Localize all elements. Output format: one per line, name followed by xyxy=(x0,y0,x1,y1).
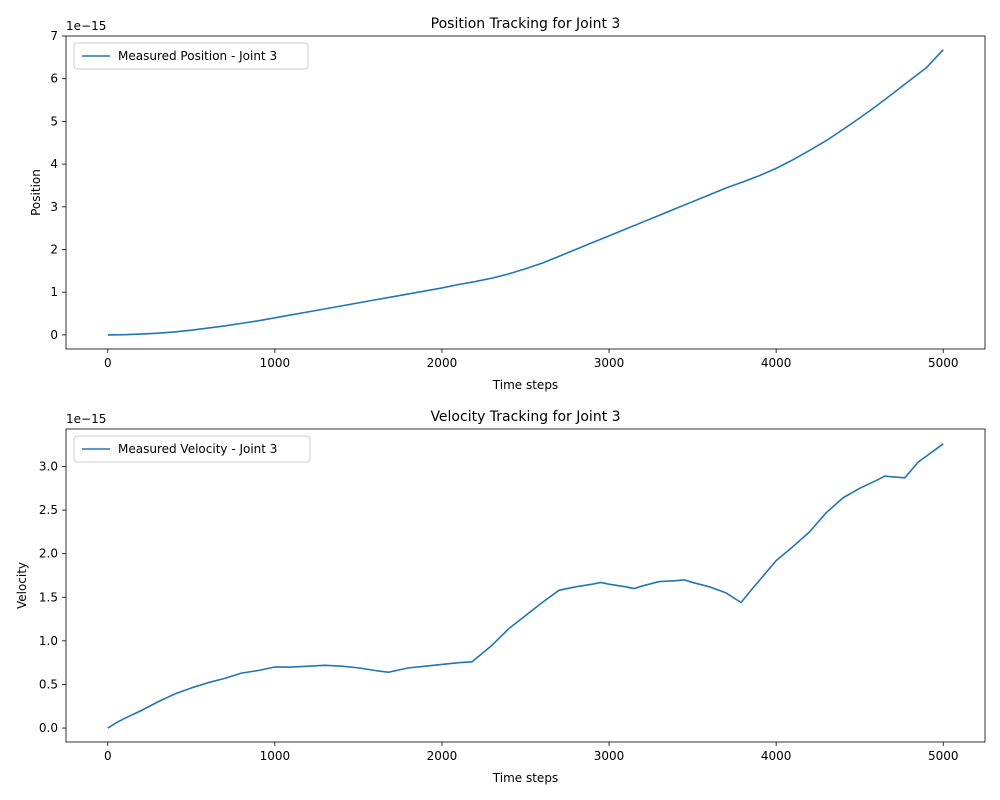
y-tick-label: 2.5 xyxy=(39,503,58,517)
y-tick-label: 6 xyxy=(50,72,58,86)
x-tick-label: 4000 xyxy=(761,356,792,370)
y-tick-label: 1.0 xyxy=(39,634,58,648)
x-tick-label: 1000 xyxy=(260,356,291,370)
x-tick-label: 0 xyxy=(104,749,112,763)
velocity-chart: Velocity Tracking for Joint 3 1e−15 0 1000 2… xyxy=(15,409,986,785)
y-tick-label: 0.5 xyxy=(39,677,58,691)
legend-box xyxy=(73,42,309,70)
y-tick-label: 0 xyxy=(50,328,58,342)
chart-title: Velocity Tracking for Joint 3 xyxy=(430,409,620,425)
legend: Measured Velocity - Joint 3 xyxy=(73,435,311,463)
y-tick-label: 1 xyxy=(50,285,58,299)
x-tick-label: 3000 xyxy=(594,749,625,763)
y-axis-label: Position xyxy=(29,169,43,216)
position-chart: Position Tracking for Joint 3 1e−15 0 1000 2… xyxy=(29,16,986,392)
y-tick-label: 7 xyxy=(50,29,58,43)
chart-title: Position Tracking for Joint 3 xyxy=(431,16,621,32)
legend-label: Measured Position - Joint 3 xyxy=(118,49,277,63)
y-tick-label: 3.0 xyxy=(39,459,58,473)
x-axis-label: Time steps xyxy=(492,771,558,785)
x-tick-label: 1000 xyxy=(260,749,291,763)
y-tick-label: 1.5 xyxy=(39,590,58,604)
y-tick-label: 3 xyxy=(50,200,58,214)
series-line xyxy=(107,49,944,336)
series-line xyxy=(107,443,944,729)
y-axis-label: Velocity xyxy=(15,562,29,609)
plot-frame xyxy=(65,428,986,743)
x-tick-label: 2000 xyxy=(427,749,458,763)
y-tick-label: 2.0 xyxy=(39,547,58,561)
y-tick-label: 4 xyxy=(50,157,58,171)
x-tick-label: 4000 xyxy=(761,749,792,763)
legend-label: Measured Velocity - Joint 3 xyxy=(118,442,277,456)
x-tick-label: 3000 xyxy=(594,356,625,370)
y-tick-label: 0.0 xyxy=(39,721,58,735)
y-offset-label: 1e−15 xyxy=(66,412,106,426)
y-tick-label: 2 xyxy=(50,243,58,257)
x-axis-label: Time steps xyxy=(492,378,558,392)
y-tick-label: 5 xyxy=(50,114,58,128)
plot-frame xyxy=(65,35,986,350)
y-offset-label: 1e−15 xyxy=(66,19,106,33)
x-tick-label: 5000 xyxy=(928,749,959,763)
x-tick-label: 5000 xyxy=(928,356,959,370)
x-tick-label: 0 xyxy=(104,356,112,370)
x-tick-label: 2000 xyxy=(427,356,458,370)
legend: Measured Position - Joint 3 xyxy=(73,42,309,70)
legend-box xyxy=(73,435,311,463)
